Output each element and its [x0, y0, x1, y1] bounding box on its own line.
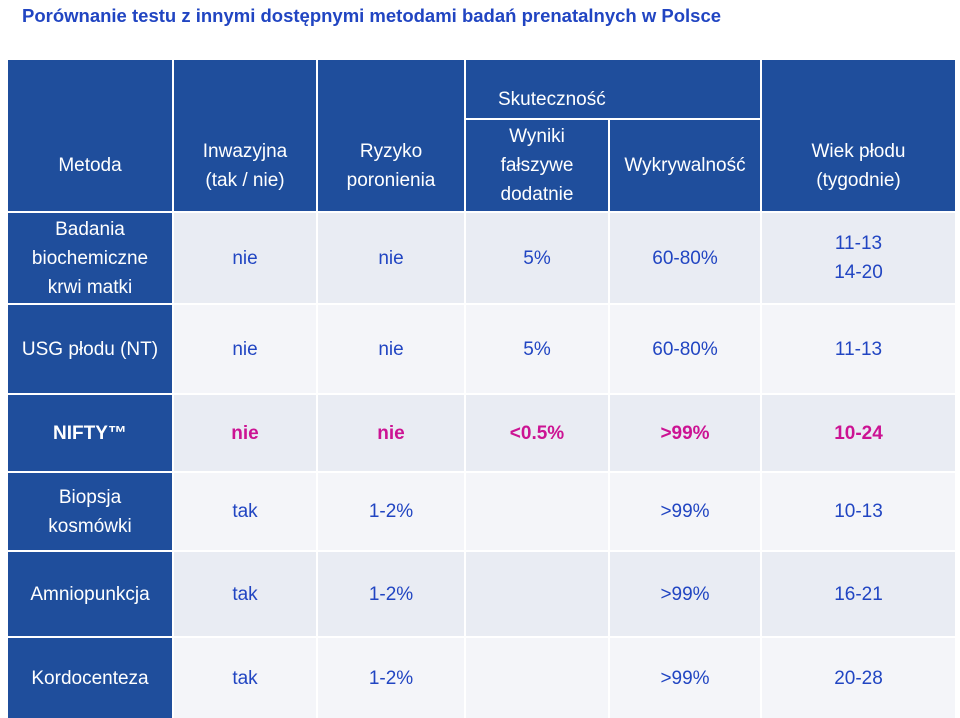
- fetal-age-cell: 10-24: [762, 395, 955, 471]
- detection-rate-cell: >99%: [610, 473, 760, 550]
- method-cell: USG płodu (NT): [8, 305, 172, 393]
- miscarriage-risk-cell: nie: [318, 395, 464, 471]
- fetal-age-cell: 20-28: [762, 638, 955, 718]
- fetal-age-cell: 11-13 14-20: [762, 213, 955, 303]
- invasive-cell: nie: [174, 395, 316, 471]
- header-effectiveness: Skuteczność: [466, 60, 760, 118]
- fetal-age-cell: 10-13: [762, 473, 955, 550]
- fetal-age-cell: 11-13: [762, 305, 955, 393]
- header-detection-rate: Wykrywalność: [610, 120, 760, 211]
- detection-rate-cell: >99%: [610, 552, 760, 636]
- invasive-cell: tak: [174, 552, 316, 636]
- false-positives-cell: [466, 473, 608, 550]
- method-cell: Badania biochemiczne krwi matki: [8, 213, 172, 303]
- method-cell: NIFTY™: [8, 395, 172, 471]
- miscarriage-risk-cell: 1-2%: [318, 638, 464, 718]
- false-positives-cell: 5%: [466, 213, 608, 303]
- invasive-cell: tak: [174, 638, 316, 718]
- invasive-cell: nie: [174, 305, 316, 393]
- method-cell: Kordocenteza: [8, 638, 172, 718]
- header-invasive: Inwazyjna (tak / nie): [174, 60, 316, 211]
- invasive-cell: tak: [174, 473, 316, 550]
- header-false-positives: Wyniki fałszywe dodatnie: [466, 120, 608, 211]
- page-title: Porównanie testu z innymi dostępnymi met…: [22, 5, 722, 26]
- detection-rate-cell: >99%: [610, 638, 760, 718]
- miscarriage-risk-cell: nie: [318, 213, 464, 303]
- invasive-cell: nie: [174, 213, 316, 303]
- false-positives-cell: [466, 552, 608, 636]
- detection-rate-cell: >99%: [610, 395, 760, 471]
- method-cell: Amniopunkcja: [8, 552, 172, 636]
- false-positives-cell: <0.5%: [466, 395, 608, 471]
- detection-rate-cell: 60-80%: [610, 213, 760, 303]
- method-cell: Biopsja kosmówki: [8, 473, 172, 550]
- false-positives-cell: [466, 638, 608, 718]
- false-positives-cell: 5%: [466, 305, 608, 393]
- detection-rate-cell: 60-80%: [610, 305, 760, 393]
- fetal-age-cell: 16-21: [762, 552, 955, 636]
- header-miscarriage-risk: Ryzyko poronienia: [318, 60, 464, 211]
- header-fetal-age: Wiek płodu (tygodnie): [762, 60, 955, 211]
- miscarriage-risk-cell: 1-2%: [318, 552, 464, 636]
- comparison-table: Metoda Inwazyjna (tak / nie) Ryzyko poro…: [8, 60, 955, 718]
- header-method: Metoda: [8, 60, 172, 211]
- miscarriage-risk-cell: 1-2%: [318, 473, 464, 550]
- miscarriage-risk-cell: nie: [318, 305, 464, 393]
